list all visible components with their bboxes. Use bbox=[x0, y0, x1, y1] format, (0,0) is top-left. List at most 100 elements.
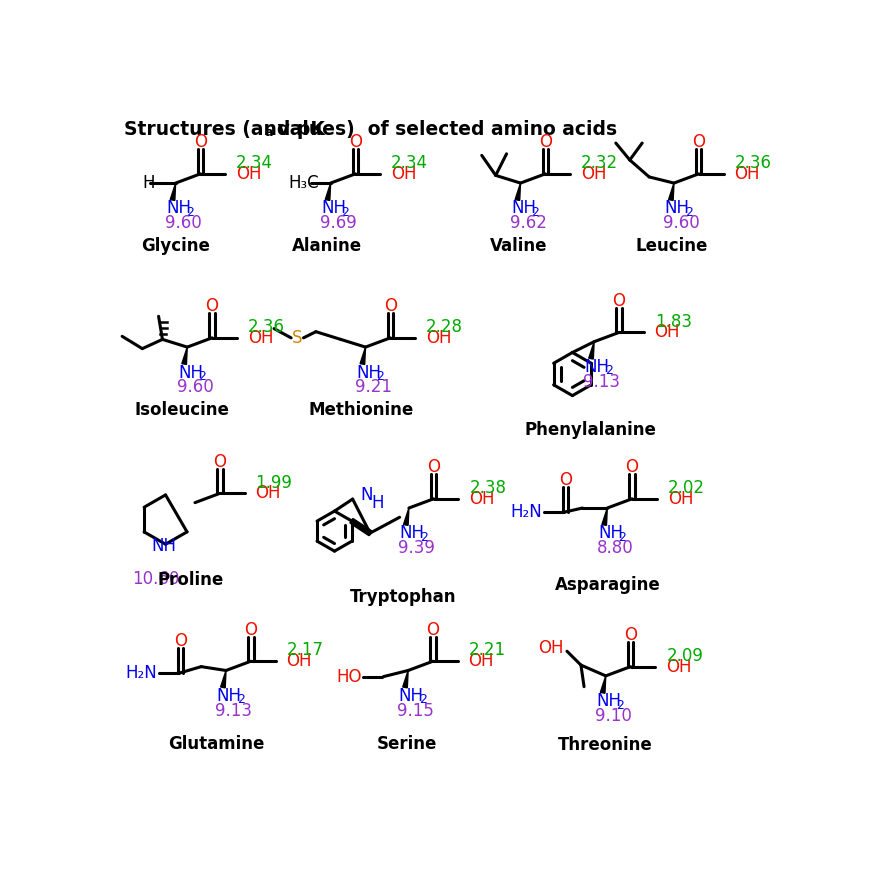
Text: OH: OH bbox=[469, 490, 495, 507]
Text: Asparagine: Asparagine bbox=[553, 576, 660, 594]
Polygon shape bbox=[403, 670, 408, 688]
Text: O: O bbox=[625, 458, 638, 476]
Text: 1.83: 1.83 bbox=[654, 313, 691, 331]
Polygon shape bbox=[667, 183, 674, 201]
Text: O: O bbox=[213, 453, 226, 471]
Text: 2.32: 2.32 bbox=[581, 154, 617, 172]
Text: NH: NH bbox=[510, 200, 536, 217]
Text: NH: NH bbox=[664, 200, 688, 217]
Text: 2: 2 bbox=[341, 206, 349, 219]
Text: S: S bbox=[292, 329, 303, 347]
Text: OH: OH bbox=[654, 324, 680, 341]
Text: 9.15: 9.15 bbox=[397, 702, 434, 720]
Text: NH: NH bbox=[597, 524, 623, 543]
Text: 2.17: 2.17 bbox=[286, 642, 324, 659]
Text: Leucine: Leucine bbox=[635, 237, 707, 255]
Text: O: O bbox=[559, 471, 571, 490]
Text: 2: 2 bbox=[531, 206, 538, 219]
Text: 9.39: 9.39 bbox=[398, 539, 435, 557]
Text: NH: NH bbox=[398, 687, 424, 705]
Text: 9.60: 9.60 bbox=[165, 214, 202, 232]
Text: Valine: Valine bbox=[489, 237, 547, 255]
Text: OH: OH bbox=[666, 658, 691, 675]
Text: O: O bbox=[348, 133, 361, 151]
Text: O: O bbox=[426, 621, 438, 638]
Text: 2.36: 2.36 bbox=[734, 154, 771, 172]
Text: NH: NH bbox=[152, 537, 176, 555]
Text: 2: 2 bbox=[376, 370, 384, 383]
Polygon shape bbox=[170, 183, 175, 201]
Text: OH: OH bbox=[581, 164, 606, 183]
Text: 2: 2 bbox=[198, 370, 206, 383]
Text: 2.28: 2.28 bbox=[425, 318, 462, 336]
Polygon shape bbox=[588, 342, 594, 359]
Polygon shape bbox=[324, 183, 331, 201]
Text: 9.69: 9.69 bbox=[319, 214, 356, 232]
Text: 2.36: 2.36 bbox=[247, 318, 284, 336]
Text: 2: 2 bbox=[616, 698, 624, 712]
Text: 2.02: 2.02 bbox=[667, 479, 704, 497]
Text: Isoleucine: Isoleucine bbox=[134, 401, 229, 419]
Text: HO: HO bbox=[336, 667, 361, 686]
Text: O: O bbox=[624, 626, 637, 644]
Polygon shape bbox=[403, 508, 409, 525]
Text: Structures (and pK: Structures (and pK bbox=[124, 119, 324, 139]
Text: 9.60: 9.60 bbox=[662, 214, 699, 232]
Text: O: O bbox=[612, 292, 624, 310]
Polygon shape bbox=[602, 508, 607, 525]
Text: O: O bbox=[538, 133, 551, 151]
Text: 2: 2 bbox=[237, 693, 245, 706]
Text: H₂N: H₂N bbox=[125, 664, 157, 682]
Text: O: O bbox=[691, 133, 704, 151]
Text: OH: OH bbox=[538, 639, 563, 657]
Text: NH: NH bbox=[178, 363, 203, 382]
Text: Glycine: Glycine bbox=[141, 237, 210, 255]
Text: OH: OH bbox=[425, 329, 451, 347]
Text: O: O bbox=[205, 297, 218, 316]
Text: OH: OH bbox=[236, 164, 261, 183]
Text: H: H bbox=[142, 174, 154, 192]
Text: O: O bbox=[383, 297, 396, 316]
Text: 2: 2 bbox=[604, 364, 612, 377]
Text: O: O bbox=[174, 632, 187, 651]
Text: NH: NH bbox=[166, 200, 191, 217]
Text: OH: OH bbox=[390, 164, 416, 183]
Text: NH: NH bbox=[356, 363, 381, 382]
Polygon shape bbox=[360, 347, 365, 364]
Text: 9.62: 9.62 bbox=[510, 214, 546, 232]
Text: Glutamine: Glutamine bbox=[168, 735, 265, 752]
Text: Threonine: Threonine bbox=[558, 736, 652, 754]
Text: OH: OH bbox=[286, 652, 311, 670]
Text: 8.80: 8.80 bbox=[596, 539, 632, 557]
Text: 2: 2 bbox=[684, 206, 692, 219]
Text: 2: 2 bbox=[186, 206, 194, 219]
Text: NH: NH bbox=[584, 358, 610, 376]
Text: OH: OH bbox=[468, 652, 494, 670]
Text: OH: OH bbox=[667, 490, 693, 507]
Text: 2.34: 2.34 bbox=[391, 154, 428, 172]
Text: H: H bbox=[371, 494, 383, 512]
Text: 2.38: 2.38 bbox=[469, 479, 506, 497]
Text: 10.60: 10.60 bbox=[132, 570, 180, 588]
Text: 9.13: 9.13 bbox=[215, 702, 252, 720]
Text: N: N bbox=[360, 486, 373, 504]
Text: Alanine: Alanine bbox=[291, 237, 361, 255]
Text: H₃C: H₃C bbox=[288, 174, 318, 192]
Text: O: O bbox=[427, 458, 439, 476]
Text: OH: OH bbox=[255, 484, 281, 502]
Text: O: O bbox=[244, 621, 257, 638]
Text: a: a bbox=[265, 126, 273, 139]
Text: Serine: Serine bbox=[376, 735, 436, 752]
Text: OH: OH bbox=[733, 164, 759, 183]
Text: Phenylalanine: Phenylalanine bbox=[524, 422, 655, 439]
Text: 9.21: 9.21 bbox=[354, 378, 391, 396]
Text: 2.09: 2.09 bbox=[666, 647, 702, 665]
Polygon shape bbox=[600, 676, 605, 693]
Text: 2: 2 bbox=[617, 530, 625, 544]
Text: 2.34: 2.34 bbox=[236, 154, 273, 172]
Text: 2: 2 bbox=[418, 693, 426, 706]
Text: 9.10: 9.10 bbox=[595, 707, 631, 725]
Text: NH: NH bbox=[321, 200, 346, 217]
Text: NH: NH bbox=[217, 687, 241, 705]
Text: H₂N: H₂N bbox=[510, 503, 542, 521]
